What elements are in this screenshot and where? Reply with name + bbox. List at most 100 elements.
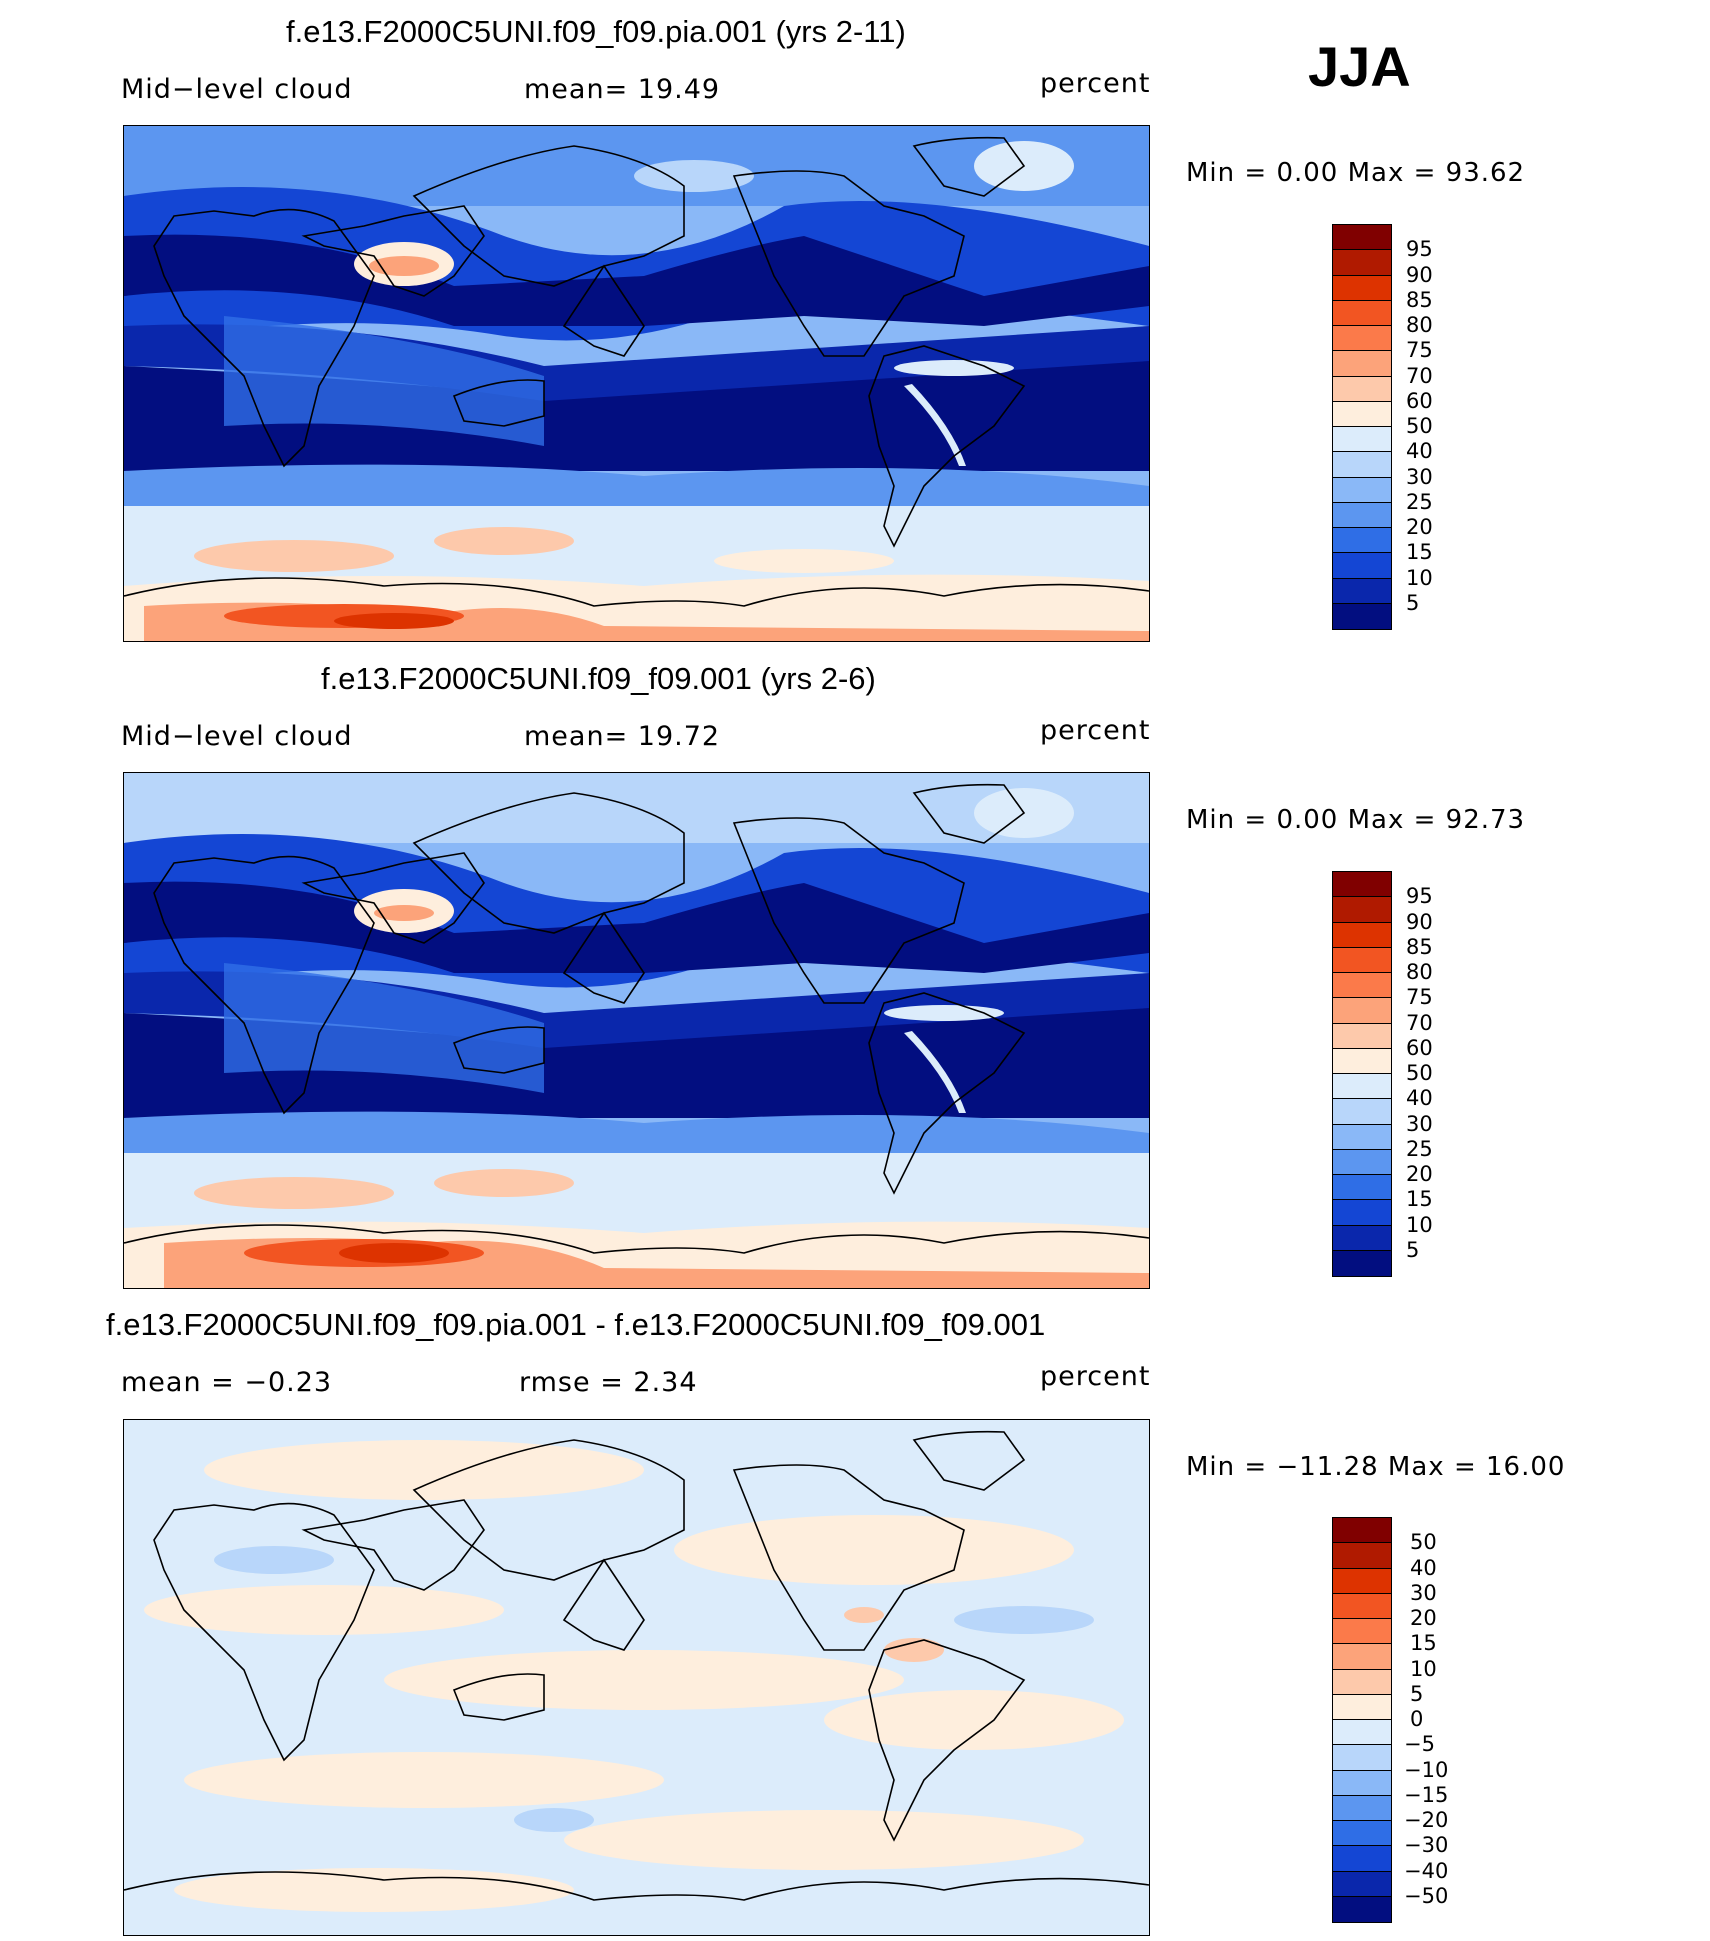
colorbar-tick-label: 10 xyxy=(1410,1656,1437,1681)
colorbar-swatch xyxy=(1333,502,1391,528)
colorbar-tick-label: 10 xyxy=(1406,565,1433,590)
panel-3-minmax: Min = −11.28 Max = 16.00 xyxy=(1186,1452,1566,1482)
colorbar-tick-label: 80 xyxy=(1406,960,1433,984)
colorbar-swatch xyxy=(1333,1225,1391,1251)
colorbar-tick-label: 20 xyxy=(1406,1162,1433,1186)
colorbar-swatch xyxy=(1333,1896,1391,1922)
panel-1-map xyxy=(123,125,1150,642)
colorbar-tick-label: 40 xyxy=(1406,439,1433,464)
colorbar-swatch xyxy=(1333,351,1391,377)
colorbar-tick-label: 95 xyxy=(1406,237,1433,262)
colorbar-swatch xyxy=(1333,1619,1391,1645)
season-label: JJA xyxy=(1308,35,1411,98)
colorbar-tick-label: 15 xyxy=(1406,1187,1433,1212)
panel-3-units-label: percent xyxy=(1040,1361,1151,1392)
colorbar-tick-label: 70 xyxy=(1406,363,1433,388)
colorbar-tick-label: 20 xyxy=(1410,1606,1437,1630)
colorbar-swatch xyxy=(1333,1568,1391,1594)
colorbar-tick-label: −40 xyxy=(1404,1858,1449,1883)
colorbar-swatch xyxy=(1333,1694,1391,1720)
panel-2-variable-label: Mid−level cloud xyxy=(121,721,353,752)
panel-2-map xyxy=(123,772,1150,1289)
colorbar-swatch xyxy=(1333,1124,1391,1150)
colorbar-swatch xyxy=(1333,300,1391,326)
colorbar-swatch xyxy=(1333,401,1391,427)
colorbar-swatch xyxy=(1333,1593,1391,1619)
colorbar-tick-label: 25 xyxy=(1406,1136,1433,1161)
panel-3-mean-label: mean = −0.23 xyxy=(121,1367,333,1398)
colorbar-swatch xyxy=(1333,1821,1391,1847)
panel-2-colorbar xyxy=(1332,871,1392,1277)
panel-1-mean-label: mean= 19.49 xyxy=(524,74,721,105)
colorbar-tick-label: 30 xyxy=(1406,1111,1433,1136)
colorbar-swatch xyxy=(1333,1048,1391,1074)
colorbar-swatch xyxy=(1333,922,1391,948)
colorbar-swatch xyxy=(1333,1250,1391,1276)
colorbar-swatch xyxy=(1333,872,1391,898)
colorbar-tick-label: 15 xyxy=(1406,540,1433,565)
colorbar-swatch xyxy=(1333,998,1391,1024)
colorbar-swatch xyxy=(1333,1871,1391,1897)
panel-3-colorbar xyxy=(1332,1517,1392,1923)
colorbar-swatch xyxy=(1333,578,1391,604)
colorbar-tick-label: 5 xyxy=(1406,590,1420,615)
colorbar-swatch xyxy=(1333,1175,1391,1201)
colorbar-tick-label: −20 xyxy=(1404,1808,1449,1832)
colorbar-tick-label: 15 xyxy=(1410,1631,1437,1656)
panel-1-units-label: percent xyxy=(1040,68,1151,99)
panel-3-map xyxy=(123,1419,1150,1936)
colorbar-swatch xyxy=(1333,1644,1391,1670)
colorbar-tick-label: 50 xyxy=(1406,414,1433,438)
colorbar-tick-label: 85 xyxy=(1406,934,1433,959)
colorbar-swatch xyxy=(1333,326,1391,352)
colorbar-swatch xyxy=(1333,1518,1391,1544)
colorbar-swatch xyxy=(1333,973,1391,999)
colorbar-tick-label: 95 xyxy=(1406,884,1433,909)
colorbar-swatch xyxy=(1333,897,1391,923)
panel-3-title: f.e13.F2000C5UNI.f09_f09.pia.001 - f.e13… xyxy=(106,1307,1046,1342)
colorbar-tick-label: 25 xyxy=(1406,489,1433,514)
colorbar-swatch xyxy=(1333,250,1391,276)
colorbar-tick-label: 60 xyxy=(1406,388,1433,413)
colorbar-swatch xyxy=(1333,477,1391,503)
colorbar-swatch xyxy=(1333,225,1391,251)
panel-1-title: f.e13.F2000C5UNI.f09_f09.pia.001 (yrs 2-… xyxy=(286,14,906,49)
colorbar-swatch xyxy=(1333,1669,1391,1695)
panel-2-title: f.e13.F2000C5UNI.f09_f09.001 (yrs 2-6) xyxy=(321,661,876,696)
panel-1-variable-label: Mid−level cloud xyxy=(121,74,353,105)
colorbar-swatch xyxy=(1333,376,1391,402)
colorbar-tick-label: 30 xyxy=(1406,464,1433,489)
colorbar-swatch xyxy=(1333,1720,1391,1746)
colorbar-tick-label: 0 xyxy=(1410,1707,1424,1731)
colorbar-tick-label: 70 xyxy=(1406,1010,1433,1035)
colorbar-tick-label: −5 xyxy=(1404,1732,1435,1757)
colorbar-swatch xyxy=(1333,1770,1391,1796)
colorbar-tick-label: 80 xyxy=(1406,313,1433,337)
colorbar-tick-label: 10 xyxy=(1406,1212,1433,1237)
colorbar-tick-label: 30 xyxy=(1410,1580,1437,1605)
colorbar-swatch xyxy=(1333,1795,1391,1821)
colorbar-swatch xyxy=(1333,1543,1391,1569)
colorbar-swatch xyxy=(1333,528,1391,554)
colorbar-tick-label: 90 xyxy=(1406,909,1433,934)
colorbar-swatch xyxy=(1333,947,1391,973)
colorbar-tick-label: 50 xyxy=(1406,1061,1433,1085)
colorbar-swatch xyxy=(1333,1074,1391,1100)
panel-1-minmax: Min = 0.00 Max = 93.62 xyxy=(1186,158,1526,188)
panel-2-minmax: Min = 0.00 Max = 92.73 xyxy=(1186,805,1526,835)
colorbar-tick-label: 5 xyxy=(1410,1681,1424,1706)
colorbar-tick-label: 50 xyxy=(1410,1530,1437,1555)
panel-3-rmse-label: rmse = 2.34 xyxy=(519,1367,698,1398)
colorbar-swatch xyxy=(1333,1023,1391,1049)
colorbar-tick-label: 90 xyxy=(1406,262,1433,287)
colorbar-tick-label: 40 xyxy=(1410,1555,1437,1580)
colorbar-swatch xyxy=(1333,275,1391,301)
colorbar-swatch xyxy=(1333,1099,1391,1125)
colorbar-tick-label: 75 xyxy=(1406,985,1433,1010)
colorbar-tick-label: 60 xyxy=(1406,1035,1433,1060)
panel-1-colorbar xyxy=(1332,224,1392,630)
colorbar-tick-label: −50 xyxy=(1404,1883,1449,1908)
colorbar-tick-label: 5 xyxy=(1406,1237,1420,1262)
colorbar-tick-label: 40 xyxy=(1406,1086,1433,1111)
colorbar-tick-label: −15 xyxy=(1404,1782,1449,1807)
